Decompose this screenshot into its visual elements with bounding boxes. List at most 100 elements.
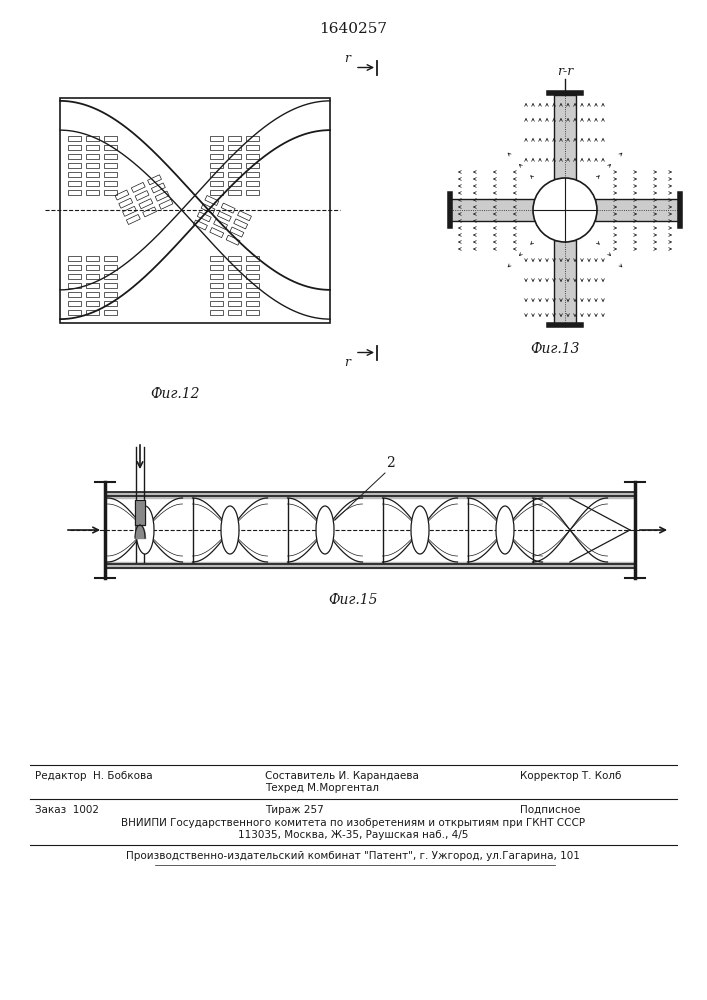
Bar — [234, 219, 247, 229]
Bar — [210, 190, 223, 195]
Bar — [246, 292, 259, 296]
Bar — [151, 183, 165, 193]
Bar — [159, 199, 173, 209]
Bar — [230, 227, 244, 237]
Bar — [210, 264, 223, 269]
Bar — [68, 255, 81, 260]
Bar — [68, 172, 81, 177]
Bar — [68, 136, 81, 141]
Bar — [104, 163, 117, 168]
Bar — [246, 300, 259, 306]
Text: 113035, Москва, Ж-35, Раушская наб., 4/5: 113035, Москва, Ж-35, Раушская наб., 4/5 — [238, 830, 468, 840]
Bar — [210, 255, 223, 260]
Bar — [104, 292, 117, 296]
Text: Производственно-издательский комбинат "Патент", г. Ужгород, ул.Гагарина, 101: Производственно-издательский комбинат "П… — [126, 851, 580, 861]
Bar — [86, 154, 99, 159]
Bar — [201, 204, 215, 214]
Bar — [143, 207, 156, 217]
Bar — [210, 172, 223, 177]
Bar — [68, 181, 81, 186]
Bar — [246, 181, 259, 186]
Bar — [197, 212, 211, 222]
Bar — [210, 163, 223, 168]
Text: Тираж 257: Тираж 257 — [265, 805, 324, 815]
Bar — [104, 273, 117, 278]
Ellipse shape — [221, 506, 239, 554]
Bar — [210, 181, 223, 186]
Bar — [228, 163, 241, 168]
Bar — [104, 300, 117, 306]
Bar — [228, 145, 241, 150]
Bar — [228, 136, 241, 141]
Bar — [218, 211, 231, 221]
Bar — [210, 145, 223, 150]
Text: Составитель И. Карандаева: Составитель И. Карандаева — [265, 771, 419, 781]
Bar — [228, 190, 241, 195]
Bar — [132, 182, 145, 192]
Ellipse shape — [496, 506, 514, 554]
Bar — [228, 282, 241, 288]
Bar — [86, 300, 99, 306]
Bar — [86, 273, 99, 278]
Bar — [115, 190, 129, 200]
Bar — [86, 264, 99, 269]
Bar — [86, 292, 99, 296]
Bar — [104, 172, 117, 177]
Bar — [246, 190, 259, 195]
Text: Фиг.15: Фиг.15 — [328, 593, 378, 607]
Bar — [104, 282, 117, 288]
Text: Заказ  1002: Заказ 1002 — [35, 805, 99, 815]
Bar — [86, 163, 99, 168]
Text: 2: 2 — [385, 456, 395, 470]
Bar — [122, 206, 136, 216]
Bar — [68, 154, 81, 159]
Bar — [246, 255, 259, 260]
Bar — [68, 282, 81, 288]
Bar — [210, 136, 223, 141]
Bar — [238, 211, 252, 221]
Bar — [246, 172, 259, 177]
Circle shape — [533, 178, 597, 242]
Bar — [68, 310, 81, 314]
Bar — [68, 292, 81, 296]
Bar — [450, 199, 535, 221]
Bar — [104, 310, 117, 314]
Bar — [228, 292, 241, 296]
Text: r: r — [344, 356, 350, 368]
Bar — [86, 190, 99, 195]
Bar — [68, 145, 81, 150]
Bar — [68, 300, 81, 306]
Bar — [210, 154, 223, 159]
Text: 1640257: 1640257 — [319, 22, 387, 36]
Bar — [246, 310, 259, 314]
Bar — [228, 310, 241, 314]
Bar — [210, 228, 223, 238]
Polygon shape — [135, 500, 145, 525]
Bar — [205, 195, 218, 206]
Bar — [554, 95, 576, 180]
Bar — [210, 282, 223, 288]
Bar — [86, 145, 99, 150]
Bar — [554, 240, 576, 325]
Bar — [104, 190, 117, 195]
Text: ВНИИПИ Государственного комитета по изобретениям и открытиям при ГКНТ СССР: ВНИИПИ Государственного комитета по изоб… — [121, 818, 585, 828]
Bar — [246, 136, 259, 141]
Bar — [214, 219, 228, 229]
Bar — [246, 273, 259, 278]
Bar — [228, 273, 241, 278]
Bar — [210, 300, 223, 306]
Bar — [68, 190, 81, 195]
Bar — [148, 175, 161, 185]
Bar — [139, 199, 153, 209]
Bar — [86, 181, 99, 186]
Text: Редактор  Н. Бобкова: Редактор Н. Бобкова — [35, 771, 153, 781]
Bar — [210, 292, 223, 296]
Bar — [86, 255, 99, 260]
Ellipse shape — [136, 506, 154, 554]
Bar — [104, 255, 117, 260]
Bar — [246, 154, 259, 159]
Text: r: r — [344, 51, 350, 64]
Bar — [246, 163, 259, 168]
Text: r-r: r-r — [557, 65, 573, 78]
Bar — [68, 273, 81, 278]
